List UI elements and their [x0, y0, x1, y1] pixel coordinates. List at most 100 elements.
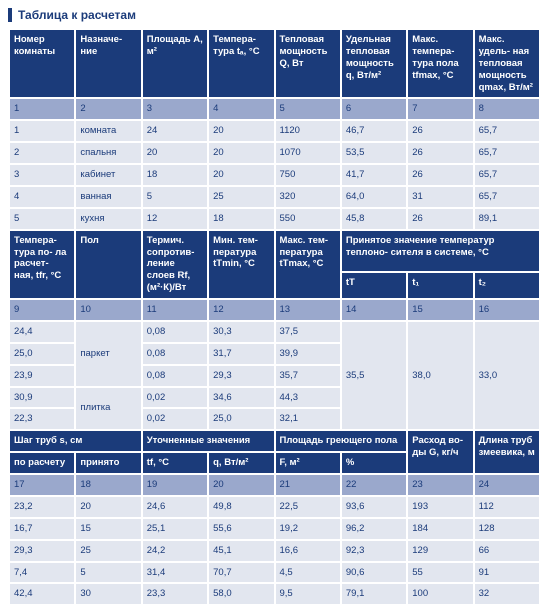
- cell: 550: [275, 208, 341, 230]
- cell: 24,6: [142, 496, 208, 518]
- cell: 16,7: [9, 518, 75, 540]
- col-hdr: Макс. тем- пература tTmax, °С: [275, 230, 341, 299]
- cell: 25: [75, 540, 141, 562]
- cell: 184: [407, 518, 473, 540]
- cell: 12: [142, 208, 208, 230]
- cell: 30,3: [208, 321, 274, 343]
- cell: 0,08: [142, 321, 208, 343]
- cell: спальня: [75, 142, 141, 164]
- cell: 25: [208, 186, 274, 208]
- cell: кабинет: [75, 164, 141, 186]
- s3-header-row: Шаг труб s, см Уточненные значения Площа…: [9, 430, 540, 452]
- cell: 96,2: [341, 518, 407, 540]
- cell: 26: [407, 142, 473, 164]
- cell: 0,02: [142, 387, 208, 409]
- table-row: 24,4 паркет 0,08 30,3 37,5 35,5 38,0 33,…: [9, 321, 540, 343]
- cell: 45,8: [341, 208, 407, 230]
- cell: 46,7: [341, 120, 407, 142]
- col-subhdr: по расчету: [9, 452, 75, 474]
- cell: 26: [407, 208, 473, 230]
- cell: 90,6: [341, 562, 407, 584]
- col-index: 5: [275, 98, 341, 120]
- col-index: 17: [9, 474, 75, 496]
- col-hdr: Расход во- ды G, кг/ч: [407, 430, 473, 474]
- cell: 0,08: [142, 343, 208, 365]
- cell: 5: [75, 562, 141, 584]
- cell: 25,0: [208, 408, 274, 430]
- cell: 0,08: [142, 365, 208, 387]
- col-index: 2: [75, 98, 141, 120]
- table-row: 3 кабинет 18 20 750 41,7 26 65,7: [9, 164, 540, 186]
- col-subhdr: F, м²: [275, 452, 341, 474]
- cell: 37,5: [275, 321, 341, 343]
- col-hdr: Площадь А, м²: [142, 29, 208, 98]
- cell: 23,2: [9, 496, 75, 518]
- cell: 5: [9, 208, 75, 230]
- cell: 24: [142, 120, 208, 142]
- cell: 31,7: [208, 343, 274, 365]
- col-index: 14: [341, 299, 407, 321]
- col-hdr: Площадь греющего пола: [275, 430, 408, 452]
- cell: 5: [142, 186, 208, 208]
- cell: 45,1: [208, 540, 274, 562]
- cell: 15: [75, 518, 141, 540]
- col-hdr: Шаг труб s, см: [9, 430, 142, 452]
- cell: 1: [9, 120, 75, 142]
- col-hdr: Номер комнаты: [9, 29, 75, 98]
- s3-index-row: 17 18 19 20 21 22 23 24: [9, 474, 540, 496]
- cell: 26: [407, 164, 473, 186]
- table-row: 4 ванная 5 25 320 64,0 31 65,7: [9, 186, 540, 208]
- cell: 65,7: [474, 186, 540, 208]
- col-index: 7: [407, 98, 473, 120]
- col-subhdr: q, Вт/м²: [208, 452, 274, 474]
- col-index: 21: [275, 474, 341, 496]
- cell: 1070: [275, 142, 341, 164]
- col-index: 9: [9, 299, 75, 321]
- cell: 4,5: [275, 562, 341, 584]
- col-index: 11: [142, 299, 208, 321]
- cell: 3: [9, 164, 75, 186]
- cell: 20: [208, 120, 274, 142]
- cell-t2: 33,0: [474, 321, 540, 430]
- table-row: 16,7 15 25,1 55,6 19,2 96,2 184 128: [9, 518, 540, 540]
- cell: 20: [142, 142, 208, 164]
- col-index: 15: [407, 299, 473, 321]
- col-hdr: Назначе- ние: [75, 29, 141, 98]
- cell: 112: [474, 496, 540, 518]
- col-subhdr: tT: [341, 272, 407, 299]
- cell: 31,4: [142, 562, 208, 584]
- cell: 24,2: [142, 540, 208, 562]
- cell: 129: [407, 540, 473, 562]
- cell: 65,7: [474, 164, 540, 186]
- cell: 89,1: [474, 208, 540, 230]
- cell: 4: [9, 186, 75, 208]
- col-index: 4: [208, 98, 274, 120]
- col-index: 16: [474, 299, 540, 321]
- cell: 23,9: [9, 365, 75, 387]
- table-row: 1 комната 24 20 1120 46,7 26 65,7: [9, 120, 540, 142]
- col-index: 1: [9, 98, 75, 120]
- cell: 7,4: [9, 562, 75, 584]
- col-index: 19: [142, 474, 208, 496]
- col-hdr: Длина труб змеевика, м: [474, 430, 540, 474]
- cell: 93,6: [341, 496, 407, 518]
- cell-floor-type: плитка: [75, 387, 141, 431]
- cell: ванная: [75, 186, 141, 208]
- col-hdr: Макс. темпера- тура пола tfmax, °С: [407, 29, 473, 98]
- col-hdr: Пол: [75, 230, 141, 299]
- title-accent-bar: [8, 8, 12, 22]
- cell: 26: [407, 120, 473, 142]
- cell-t1: 38,0: [407, 321, 473, 430]
- cell: 65,7: [474, 120, 540, 142]
- col-hdr: Темпера- тура по- ла расчет- ная, tfr, °…: [9, 230, 75, 299]
- cell: 25,0: [9, 343, 75, 365]
- col-hdr: Темпера- тура tₐ, °С: [208, 29, 274, 98]
- cell: 49,8: [208, 496, 274, 518]
- cell: 29,3: [9, 540, 75, 562]
- col-subhdr: t₂: [474, 272, 540, 299]
- cell: 32,1: [275, 408, 341, 430]
- col-subhdr: tf, °С: [142, 452, 208, 474]
- col-subhdr: t₁: [407, 272, 473, 299]
- col-hdr: Тепловая мощность Q, Вт: [275, 29, 341, 98]
- cell: 44,3: [275, 387, 341, 409]
